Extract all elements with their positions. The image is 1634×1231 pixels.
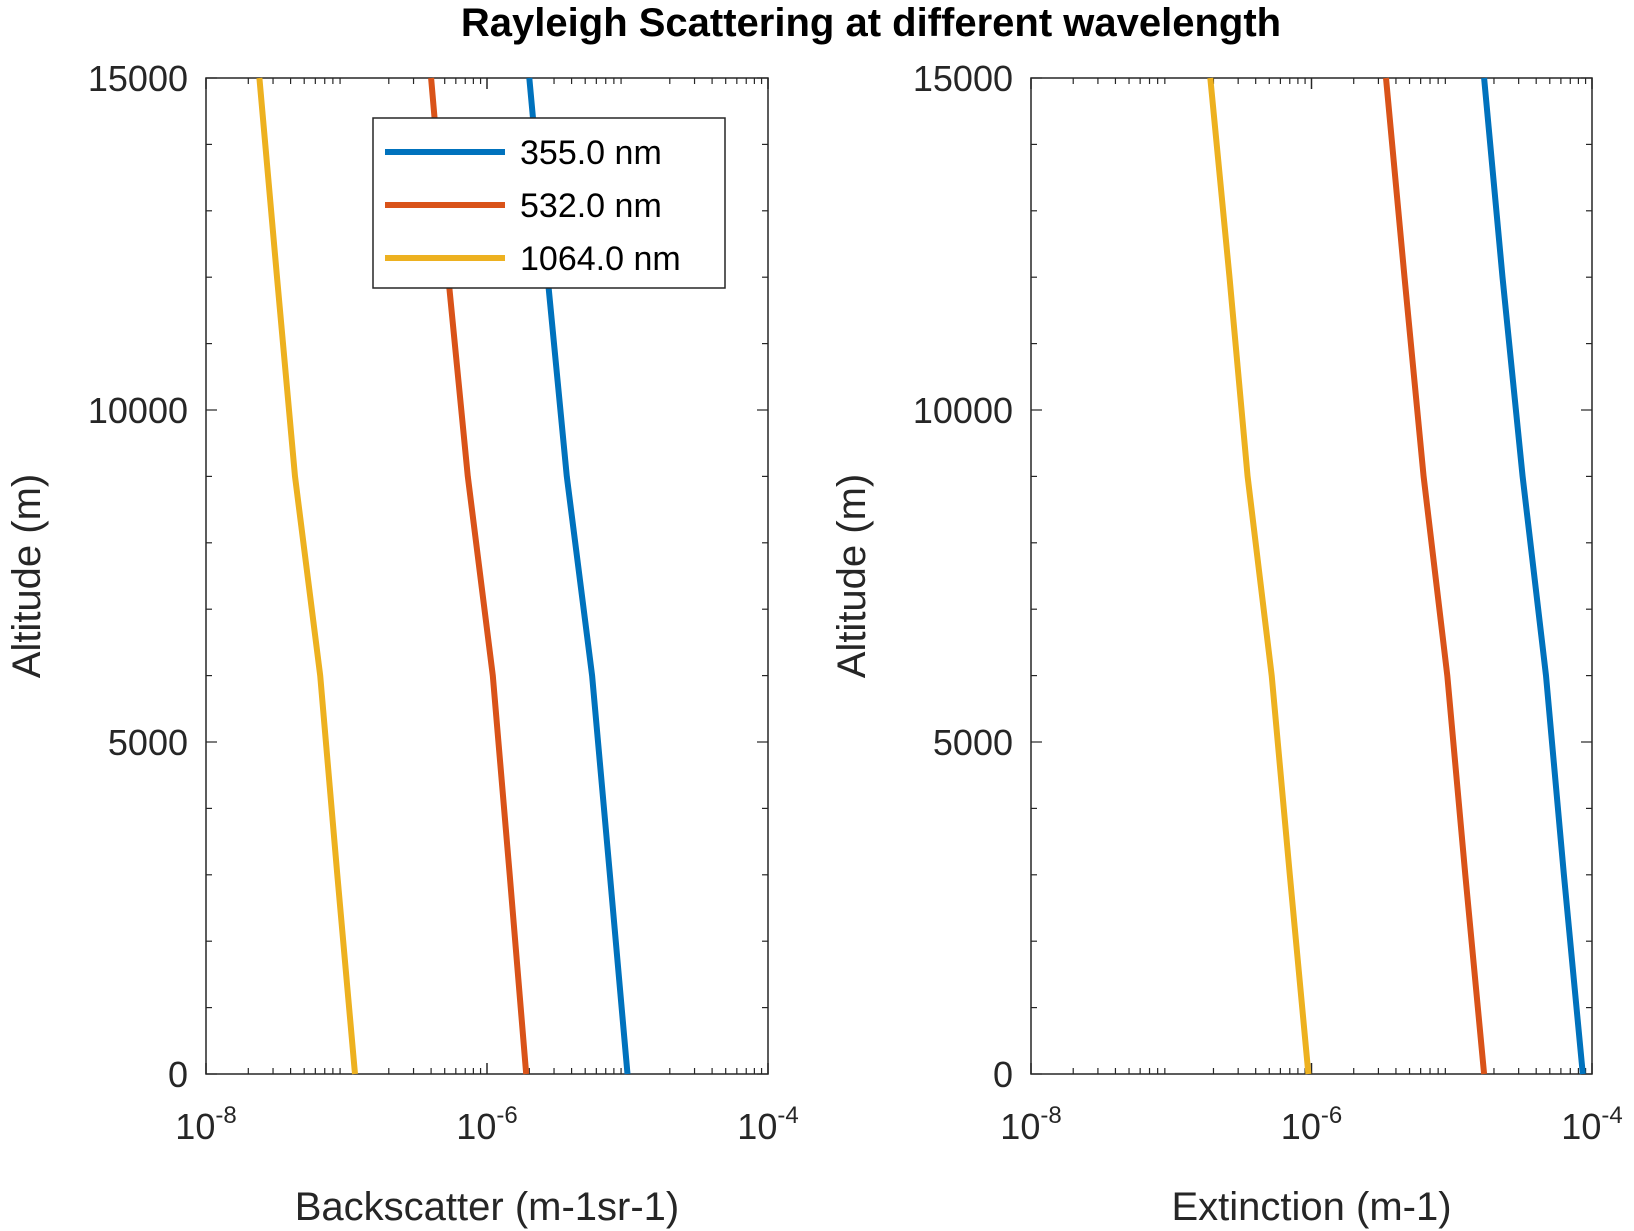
legend: 355.0 nm 532.0 nm 1064.0 nm: [372, 117, 726, 289]
y-axis-label: Altitude (m): [5, 474, 49, 679]
y-tick-label: 10000: [88, 390, 188, 431]
y-tick-label: 0: [993, 1054, 1013, 1095]
x-tick-label: 10-8: [175, 1102, 236, 1147]
x-axis-label: Extinction (m-1): [1171, 1185, 1451, 1229]
series-line-355-0-nm: [1481, 77, 1586, 1075]
x-axis-label: Backscatter (m-1sr-1): [295, 1185, 680, 1229]
panel-2: 10-8 10-6 10-4 0 5000 10000 15000 Extinction (m…: [830, 58, 1623, 1229]
x-tick-label: 10-8: [1000, 1102, 1061, 1147]
y-tick-label: 0: [168, 1054, 188, 1095]
y-tick-label: 15000: [88, 58, 188, 99]
x-tick-label: 10-4: [737, 1102, 798, 1147]
axes-box: [1030, 77, 1593, 1075]
x-tick-label: 10-6: [1281, 1102, 1342, 1147]
y-axis-label: Altitude (m): [830, 474, 874, 679]
panel-1: 10-8 10-6 10-4 0 5000 10000 15000 Backscatter (…: [5, 58, 799, 1229]
series-line-532-0-nm: [1383, 77, 1488, 1075]
figure-title: Rayleigh Scattering at different wavelen…: [461, 1, 1281, 45]
legend-entry: 532.0 nm: [520, 187, 662, 225]
series-line-1064-0-nm: [256, 77, 358, 1075]
y-tick-label: 15000: [913, 58, 1013, 99]
series-line-1064-0-nm: [1207, 77, 1312, 1075]
y-tick-label: 10000: [913, 390, 1013, 431]
x-tick-label: 10-4: [1561, 1102, 1622, 1147]
y-tick-label: 5000: [108, 722, 188, 763]
x-tick-label: 10-6: [456, 1102, 517, 1147]
y-tick-label: 5000: [933, 722, 1013, 763]
legend-entry: 355.0 nm: [520, 134, 662, 172]
legend-entry: 1064.0 nm: [520, 240, 681, 278]
